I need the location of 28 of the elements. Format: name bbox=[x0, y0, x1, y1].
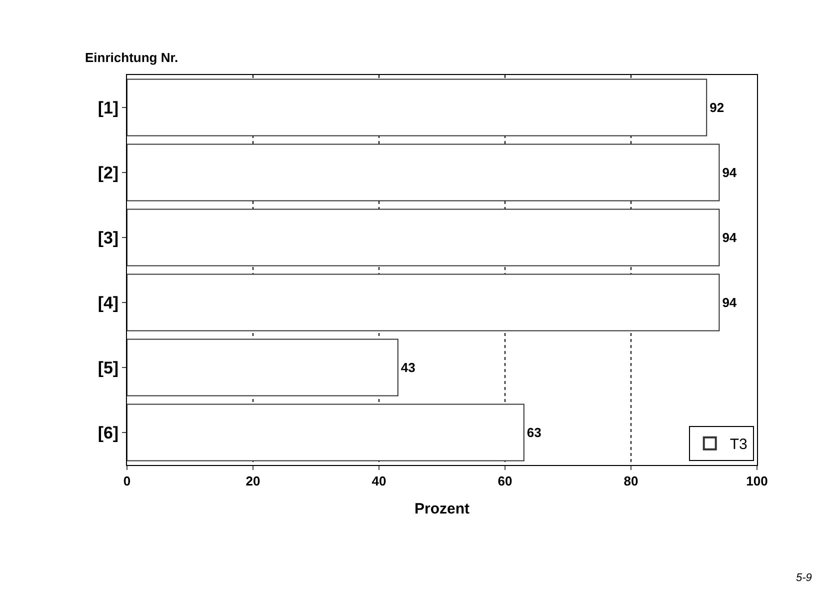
x-axis-title: Prozent bbox=[414, 500, 470, 518]
data-label: 94 bbox=[722, 295, 738, 310]
bar bbox=[127, 338, 398, 396]
data-label: 92 bbox=[710, 100, 724, 116]
x-tick-label: 20 bbox=[246, 474, 260, 489]
bar bbox=[127, 144, 720, 202]
y-tick-label: [1] bbox=[98, 98, 119, 118]
bar bbox=[127, 208, 720, 266]
y-tick-label: [3] bbox=[98, 228, 119, 248]
data-label: 94 bbox=[722, 165, 738, 180]
text: 5-9 bbox=[796, 572, 812, 584]
x-tick-label: 60 bbox=[498, 474, 512, 489]
data-label: 43 bbox=[400, 360, 416, 375]
x-tick-label: 100 bbox=[746, 474, 768, 489]
y-tick-label: [6] bbox=[98, 423, 119, 442]
bar bbox=[127, 404, 524, 462]
data-label: 94 bbox=[722, 230, 738, 246]
bar bbox=[127, 78, 708, 136]
bar bbox=[127, 274, 720, 332]
y-axis-title: Einrichtung Nr. bbox=[85, 50, 178, 65]
legend-label: T3 bbox=[730, 436, 748, 454]
y-tick-label: [2] bbox=[98, 163, 119, 182]
x-tick-label: 80 bbox=[624, 474, 638, 489]
x-tick-label: 0 bbox=[123, 474, 131, 489]
x-tick-label: 40 bbox=[372, 474, 386, 489]
y-tick-label: [4] bbox=[98, 293, 119, 312]
data-label: 63 bbox=[526, 425, 542, 440]
y-tick-label: [5] bbox=[98, 358, 119, 378]
